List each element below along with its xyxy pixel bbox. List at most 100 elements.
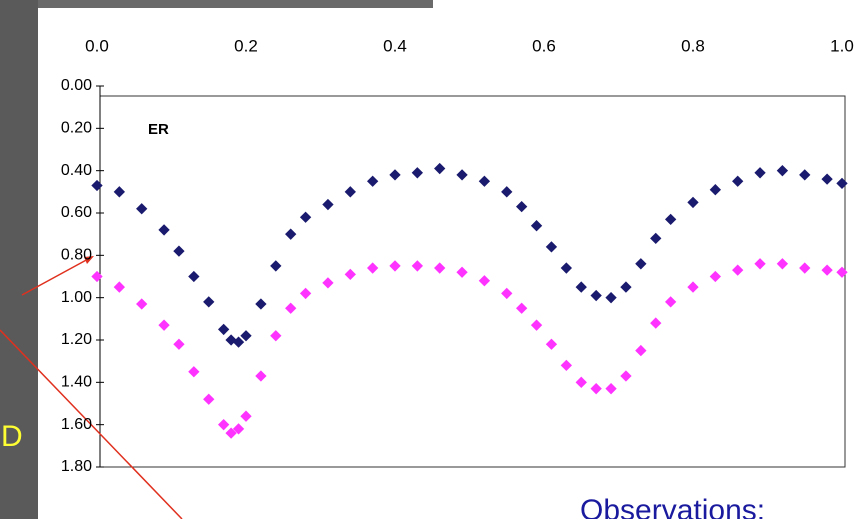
data-point (501, 186, 513, 198)
arrow (21, 257, 91, 296)
data-point (136, 298, 148, 310)
x-tick-label: 1.0 (830, 36, 854, 55)
data-point (605, 292, 617, 304)
data-point (366, 262, 379, 274)
pointer-line (0, 329, 183, 520)
data-point (113, 281, 126, 293)
data-point (270, 260, 282, 272)
data-point (285, 228, 297, 240)
caption: Observations: (580, 494, 765, 519)
y-tick-label: 0.40 (61, 162, 92, 179)
data-point (389, 260, 401, 272)
y-tick-label: 1.60 (61, 416, 92, 433)
data-point (605, 383, 617, 395)
y-tick-label: 0.60 (61, 204, 92, 221)
data-point (776, 165, 789, 177)
data-point (560, 359, 573, 372)
data-point (478, 175, 491, 187)
data-point (203, 393, 215, 405)
data-point (434, 262, 446, 274)
data-point (299, 287, 312, 300)
data-point (158, 319, 170, 331)
data-point (240, 410, 252, 422)
y-tick-label: 1.00 (61, 289, 92, 306)
data-point (687, 196, 699, 209)
data-point (836, 266, 848, 278)
data-point (687, 281, 699, 293)
plot-frame (99, 95, 846, 468)
data-point (188, 270, 200, 283)
data-point (456, 266, 468, 278)
data-point (434, 162, 446, 175)
y-tick-label: 0.80 (61, 247, 92, 264)
arrow-head (84, 256, 94, 264)
y-tick-label: 1.80 (61, 458, 92, 475)
annotation: ER (148, 121, 169, 138)
data-point (255, 298, 267, 310)
x-tick-label: 0.2 (234, 36, 258, 55)
data-point (709, 270, 722, 283)
x-tick-label: 0.0 (85, 36, 109, 55)
y-tick-label: 0.20 (61, 120, 92, 137)
x-tick-label: 0.4 (383, 36, 407, 55)
data-point (389, 169, 401, 181)
data-point (203, 296, 215, 308)
data-point (620, 281, 632, 293)
data-point (217, 323, 230, 336)
fragment-text: D (1, 420, 23, 453)
data-point (590, 289, 602, 302)
data-point (240, 330, 252, 342)
data-point (501, 287, 513, 300)
data-point (173, 338, 185, 350)
data-point (113, 186, 126, 198)
data-point (299, 211, 312, 223)
data-point (285, 302, 297, 314)
y-tick-label: 1.20 (61, 331, 92, 348)
data-point (732, 175, 744, 187)
data-point (344, 186, 356, 198)
data-point (650, 317, 662, 329)
data-point (322, 198, 334, 211)
star-field (0, 0, 38, 519)
data-point (650, 232, 662, 245)
data-point (754, 167, 766, 179)
data-point (456, 169, 468, 181)
x-tick-label: 0.6 (532, 36, 556, 55)
data-point (91, 270, 103, 283)
y-tick-label: 0.00 (61, 77, 92, 94)
data-point (158, 224, 170, 236)
data-point (635, 344, 647, 357)
data-point (545, 241, 558, 253)
data-point (91, 179, 103, 192)
data-point (188, 366, 200, 378)
y-tick-label: 1.40 (61, 374, 92, 391)
data-point (515, 302, 528, 314)
data-point (232, 336, 245, 348)
data-point (836, 177, 848, 190)
data-point (530, 319, 543, 331)
data-point (217, 419, 230, 431)
data-point (560, 262, 573, 274)
data-point (344, 268, 356, 281)
data-point (821, 264, 833, 276)
data-point (322, 277, 334, 289)
data-point (575, 376, 587, 388)
data-point (411, 167, 424, 179)
data-point (575, 281, 587, 293)
data-point (776, 258, 789, 270)
data-point (270, 330, 282, 342)
data-point (590, 383, 602, 395)
data-point (709, 184, 722, 196)
data-point (545, 338, 558, 350)
data-point (515, 200, 528, 213)
data-point (754, 258, 766, 270)
data-point (366, 175, 379, 187)
data-point (664, 213, 677, 226)
data-point (635, 258, 647, 270)
data-point (620, 370, 632, 382)
data-point (821, 173, 833, 185)
data-point (732, 264, 744, 276)
image-strip (38, 0, 433, 8)
data-point (225, 427, 237, 439)
data-point (478, 275, 491, 287)
